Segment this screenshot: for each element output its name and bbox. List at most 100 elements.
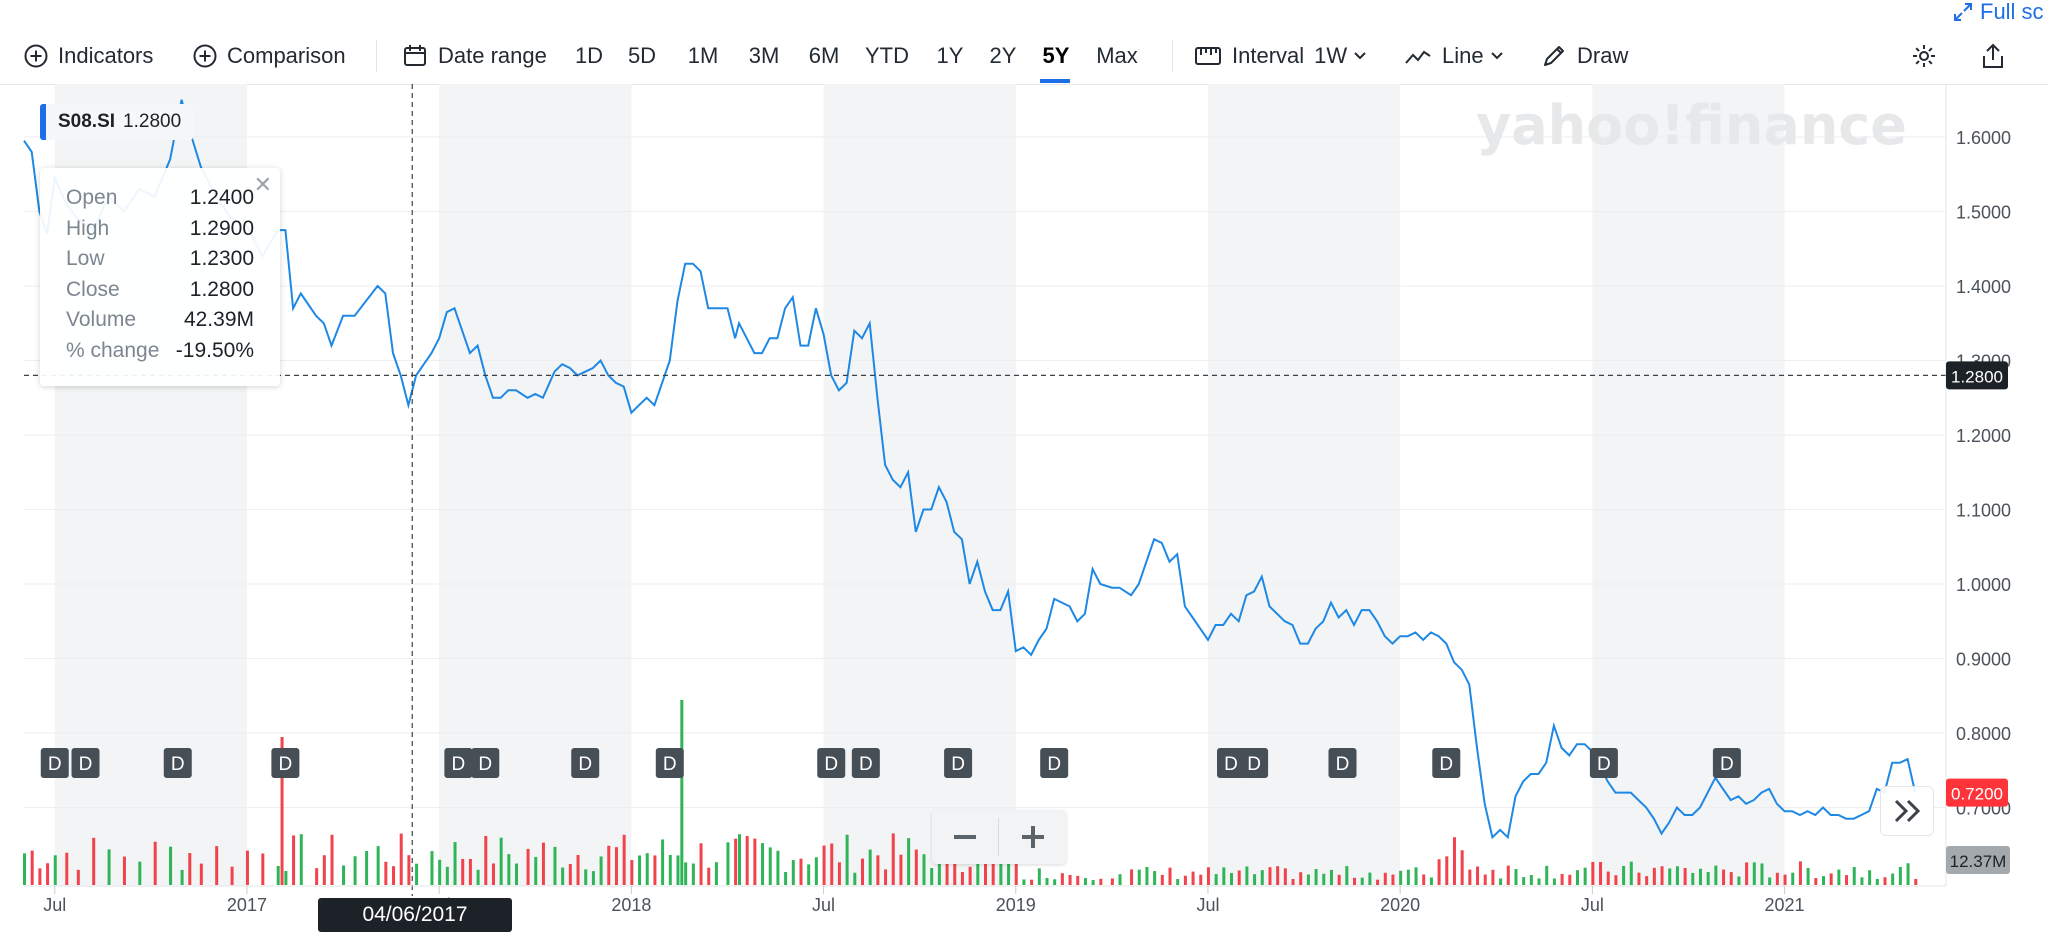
- draw-button[interactable]: Draw: [1541, 38, 1628, 74]
- close-icon[interactable]: ✕: [253, 172, 272, 197]
- zoom-out-button[interactable]: [932, 810, 998, 864]
- volume-bar: [515, 863, 519, 885]
- volume-bar: [684, 862, 688, 885]
- volume-bar: [38, 868, 42, 885]
- dividend-marker-label: D: [1224, 754, 1238, 775]
- volume-bar: [292, 835, 296, 885]
- volume-bar: [1906, 863, 1910, 885]
- volume-bar: [761, 843, 765, 885]
- volume-bar: [1037, 868, 1041, 885]
- range-button-1y[interactable]: 1Y: [936, 43, 964, 68]
- tooltip-value: -19.50%: [175, 338, 254, 362]
- volume-bar: [1683, 868, 1687, 885]
- y-tick-label: 1.6000: [1956, 128, 2011, 148]
- volume-bar: [837, 862, 841, 885]
- range-button-3m[interactable]: 3M: [748, 43, 780, 68]
- pencil-icon: [1544, 46, 1564, 66]
- interval-button[interactable]: Interval 1W: [1194, 38, 1367, 74]
- volume-bar: [299, 834, 303, 885]
- dividend-marker: [444, 748, 473, 778]
- volume-bar: [1360, 877, 1364, 885]
- dividend-marker-label: D: [452, 754, 466, 775]
- x-tick-label: 2020: [1380, 895, 1420, 915]
- dividend-marker-label: D: [1047, 754, 1061, 775]
- active-range-underline: [1040, 79, 1070, 83]
- volume-bar: [1437, 859, 1441, 885]
- volume-bar: [76, 869, 80, 885]
- volume-bar: [1168, 867, 1172, 885]
- range-button-5d[interactable]: 5D: [627, 43, 657, 68]
- dividend-marker-label: D: [951, 754, 965, 775]
- volume-bar: [1499, 878, 1503, 885]
- chart-type-button[interactable]: Line: [1404, 38, 1504, 74]
- volume-bar: [676, 855, 680, 885]
- toolbar-divider: [1172, 40, 1173, 72]
- volume-bar: [365, 850, 369, 885]
- fullscreen-label: Full sc: [1980, 0, 2044, 24]
- volume-label: 12.37M: [1950, 852, 2007, 871]
- range-button-6m[interactable]: 6M: [808, 43, 840, 68]
- volume-bar: [561, 867, 565, 885]
- chart-type-label: Line: [1442, 43, 1484, 68]
- dividend-marker-label: D: [1720, 754, 1734, 775]
- volume-bar: [734, 838, 738, 885]
- x-tick-label: 2019: [996, 895, 1036, 915]
- range-button-5y[interactable]: 5Y: [1042, 43, 1070, 68]
- volume-bar: [1737, 876, 1741, 885]
- volume-bar: [553, 846, 557, 885]
- volume-bar: [776, 850, 780, 885]
- x-tick-label: 2018: [611, 895, 651, 915]
- volume-bar: [1130, 869, 1134, 885]
- volume-bar: [1691, 872, 1695, 885]
- dividend-marker: [655, 748, 684, 778]
- volume-bar: [1583, 867, 1587, 885]
- range-button-2y[interactable]: 2Y: [989, 43, 1017, 68]
- dividend-marker-label: D: [171, 754, 185, 775]
- line-chart-icon: [1405, 50, 1431, 64]
- chevron-down-icon: [1490, 52, 1503, 60]
- indicators-button[interactable]: Indicators: [22, 38, 153, 74]
- volume-bar: [830, 843, 834, 885]
- tooltip-value: 42.39M: [183, 308, 254, 331]
- volume-bar: [1022, 879, 1026, 885]
- volume-bar: [584, 869, 588, 885]
- dividend-marker: [1217, 748, 1246, 778]
- volume-bar: [1422, 874, 1426, 885]
- volume-bar: [122, 856, 126, 885]
- volume-bar: [1291, 878, 1295, 885]
- dividend-marker: [40, 748, 69, 778]
- volume-bar: [1891, 873, 1895, 885]
- volume-bar: [1268, 867, 1272, 885]
- volume-bar: [1183, 875, 1187, 885]
- volume-bar: [188, 853, 192, 885]
- volume-bar: [822, 845, 826, 885]
- settings-button[interactable]: [1910, 38, 1938, 74]
- range-button-max[interactable]: Max: [1096, 43, 1138, 68]
- fullscreen-button[interactable]: Full sc: [1952, 0, 2044, 24]
- volume-bar: [1875, 878, 1879, 885]
- share-button[interactable]: [1980, 38, 2006, 74]
- range-button-1m[interactable]: 1M: [687, 43, 719, 68]
- volume-bar: [976, 844, 980, 885]
- volume-bar: [1837, 869, 1841, 885]
- volume-bar: [607, 845, 611, 885]
- volume-bar: [1568, 874, 1572, 885]
- range-button-ytd[interactable]: YTD: [865, 43, 909, 68]
- range-button-1d[interactable]: 1D: [574, 43, 604, 68]
- volume-bar: [1206, 867, 1210, 885]
- date-range-button[interactable]: Date range: [402, 38, 547, 74]
- tooltip-value: 1.2400: [189, 186, 254, 209]
- volume-bar: [1406, 869, 1410, 885]
- tooltip-row: Close 1.2800: [66, 278, 254, 306]
- zoom-in-button[interactable]: [1000, 810, 1066, 864]
- volume-bar: [353, 856, 357, 885]
- volume-bar: [653, 855, 657, 885]
- volume-bar: [92, 837, 96, 885]
- dividend-marker-label: D: [1247, 754, 1261, 775]
- chevron-down-icon: [1354, 52, 1366, 60]
- volume-bar: [1660, 866, 1664, 885]
- scroll-to-latest-button[interactable]: [1880, 786, 1934, 836]
- volume-bar: [1368, 872, 1372, 885]
- comparison-button[interactable]: Comparison: [191, 38, 346, 74]
